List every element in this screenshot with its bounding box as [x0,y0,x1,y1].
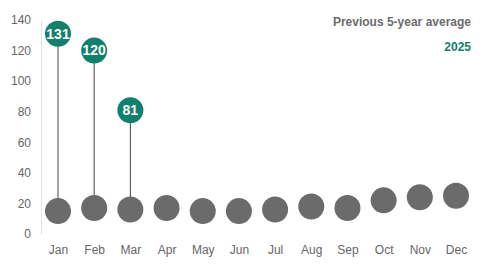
y-axis-line [41,21,42,235]
x-tick-label: May [192,243,215,257]
y-axis: 0 20 40 60 80 100 120 140 [11,13,42,241]
y-tick-label: 120 [11,44,31,58]
y-tick-label: 40 [18,166,32,180]
x-tick: Mar [121,243,142,257]
x-axis: Jan Feb Mar Apr May Jun Jul Aug Sep Oct Nov Dec [49,243,467,257]
x-tick: Aug [301,243,322,257]
y-tick-label: 140 [11,13,31,27]
y-tick-label: 60 [18,136,32,150]
x-tick-label: Jan [49,243,68,257]
y-tick: 40 [18,166,41,180]
data-label: 131 [46,26,70,42]
dot [45,198,71,224]
stem [94,51,95,208]
x-tick-label: Sep [337,243,359,257]
x-tick-label: Aug [301,243,322,257]
plot-area [45,21,469,224]
x-axis-line [59,245,457,246]
x-tick: Oct [375,243,394,257]
dot [262,197,288,223]
legend-entry: 2025 [444,40,471,54]
x-tick-label: Nov [410,243,431,257]
dot [371,187,397,213]
legend: Previous 5-year average 2025 [333,15,471,54]
x-tick: Dec [446,243,467,257]
x-tick: Jan [49,243,68,257]
y-tick-label: 100 [11,74,31,88]
dot [190,198,216,224]
y-tick: 140 [11,13,41,27]
stem [130,110,131,209]
y-tick-label: 80 [18,105,32,119]
y-tick: 0 [24,227,41,241]
dot [226,198,252,224]
y-tick: 80 [18,105,41,119]
x-tick: Apr [158,243,177,257]
x-tick-label: Apr [158,243,177,257]
y-tick: 100 [11,74,41,88]
dot [334,195,360,221]
dot [81,195,107,221]
data-labels: 131 120 81 [46,26,138,118]
x-tick: Jul [268,243,283,257]
x-tick: May [192,243,215,257]
x-tick-label: Jun [230,243,249,257]
data-label: 81 [123,102,139,118]
y-tick-label: 0 [24,227,31,241]
y-tick: 60 [18,136,41,150]
y-tick-label: 20 [18,197,32,211]
x-tick: Feb [84,243,105,257]
x-tick: Sep [337,243,359,257]
x-tick-label: Mar [121,243,142,257]
dot [407,184,433,210]
dot [117,197,143,223]
x-tick-label: Oct [375,243,394,257]
stem [58,34,59,211]
series-dots [45,21,143,123]
series-dots [45,183,469,224]
dot [117,97,143,123]
dot [298,193,324,219]
dot [443,183,469,209]
x-tick-label: Feb [84,243,105,257]
y-tick: 20 [18,197,41,211]
legend-entry: Previous 5-year average [333,15,471,29]
dot [45,21,71,47]
x-tick-label: Jul [268,243,283,257]
data-label: 120 [83,42,107,58]
chart: 0 20 40 60 80 100 120 140 Jan Feb Mar Apr May Jun Jul A… [0,0,483,271]
dot [81,38,107,64]
dot [154,195,180,221]
x-tick: Nov [410,243,431,257]
y-tick: 120 [11,44,41,58]
x-tick: Jun [230,243,249,257]
x-tick-label: Dec [446,243,467,257]
